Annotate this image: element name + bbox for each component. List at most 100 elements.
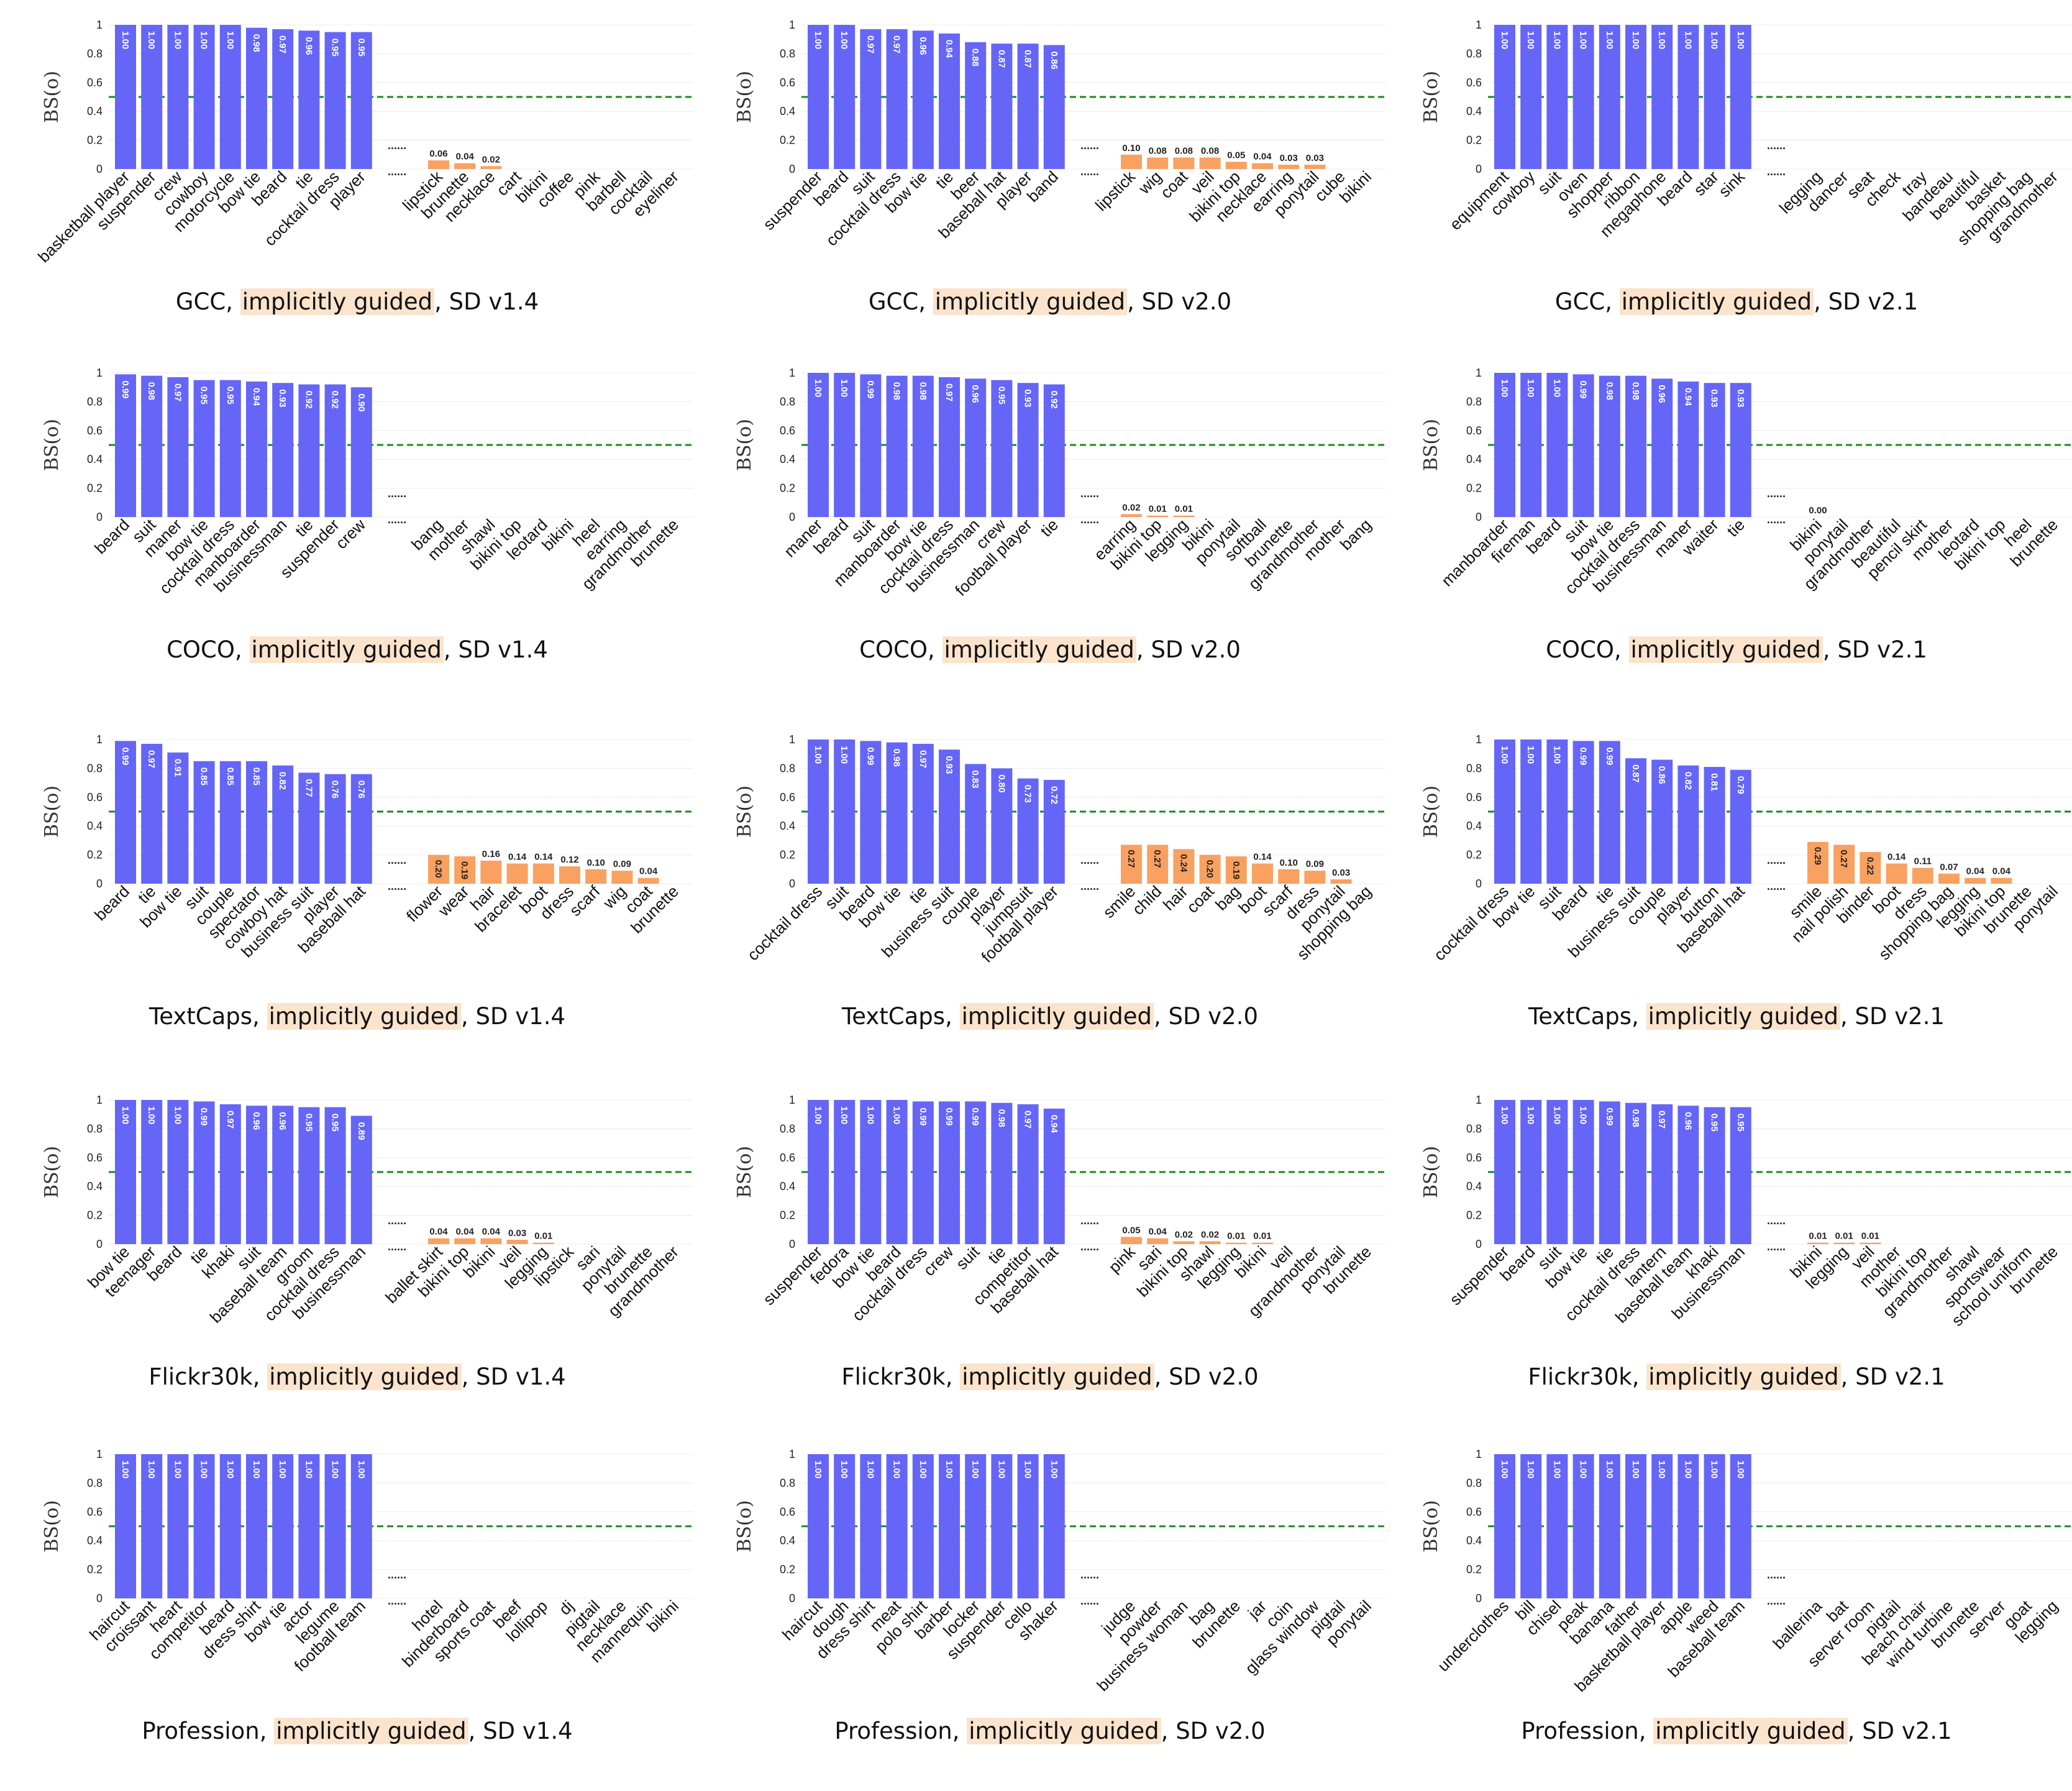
top-bar: [1494, 1100, 1515, 1244]
value-label: 1.00: [1499, 746, 1510, 764]
value-label: 1.00: [918, 1460, 928, 1478]
value-label: 1.00: [356, 1460, 367, 1478]
y-tick-label: 0.4: [1466, 1180, 1482, 1193]
ellipsis-marker: ......: [388, 139, 406, 152]
y-tick-label: 0.4: [780, 820, 795, 832]
value-label: 1.00: [1499, 31, 1510, 49]
top-bar: [1599, 741, 1620, 884]
top-bar: [1572, 1100, 1594, 1244]
category-label: cocktail dress: [744, 882, 826, 964]
bottom-bar: [1833, 1242, 1855, 1244]
top-bar: [1494, 1454, 1515, 1598]
value-label: 0.80: [996, 774, 1006, 792]
value-label: 0.29: [1812, 847, 1823, 865]
bottom-bar: [559, 866, 580, 884]
caption-model: SD v2.0: [1169, 1363, 1259, 1390]
value-label: 0.96: [277, 1112, 288, 1130]
caption-method: implicitly guided: [1619, 288, 1814, 315]
value-label: 0.97: [918, 750, 928, 768]
top-bar: [1520, 25, 1542, 169]
value-label: 0.86: [1656, 766, 1667, 784]
value-label: 0.03: [1280, 153, 1298, 163]
y-tick-label: 0.8: [1466, 1477, 1482, 1489]
value-label: 0.19: [459, 861, 470, 879]
y-tick-label: 0.2: [87, 134, 103, 147]
value-label: 1.00: [1682, 1460, 1693, 1478]
chart-caption: Profession, implicitly guided, SD v1.4: [142, 1718, 573, 1744]
bottom-bar: [1991, 877, 2012, 884]
y-tick-label: 1: [96, 733, 103, 746]
ellipsis-marker: ......: [1080, 1569, 1099, 1581]
y-tick-label: 0.2: [780, 1209, 795, 1222]
value-label: 0.14: [534, 852, 553, 863]
chart-panel: BS(o) 0 0.2 0.4 0.6 0.8 1 1.00 cocktail dress 1.0…: [1395, 728, 2072, 1076]
value-label: 0.10: [1280, 858, 1298, 868]
top-bar: [350, 1115, 372, 1244]
y-tick-label: 0.2: [780, 134, 795, 147]
top-bar: [1017, 1104, 1039, 1244]
value-label: 0.85: [225, 767, 235, 786]
ellipsis-marker: ......: [1080, 880, 1099, 892]
value-label: 0.27: [1838, 850, 1849, 868]
y-tick-label: 0: [96, 877, 103, 890]
value-label: 0.99: [865, 747, 875, 765]
caption-method: implicitly guided: [942, 636, 1136, 663]
caption-model: SD v2.0: [1151, 636, 1241, 663]
y-tick-label: 0: [789, 511, 795, 523]
top-bar: [298, 772, 320, 884]
caption-dataset: Profession: [142, 1718, 260, 1744]
y-axis-label: BS(o): [41, 419, 63, 471]
y-tick-label: 0.6: [780, 76, 795, 89]
top-bar: [1043, 45, 1065, 169]
caption-dataset: Flickr30k: [841, 1363, 946, 1390]
top-bar: [1043, 1454, 1065, 1598]
value-label: 1.00: [813, 379, 823, 397]
value-label: 0.03: [1332, 868, 1350, 878]
y-tick-label: 0.8: [1466, 47, 1482, 60]
bar-chart: BS(o)00.20.40.60.811.00suspender1.00bear…: [734, 19, 1385, 250]
value-label: 0.99: [918, 1107, 928, 1125]
y-tick-label: 0.2: [1466, 482, 1482, 495]
top-bar: [886, 375, 908, 517]
top-bar: [1704, 383, 1725, 517]
value-label: 0.95: [225, 387, 235, 405]
bottom-bar: [1278, 165, 1300, 169]
ellipsis-marker: ......: [1080, 487, 1099, 500]
y-tick-label: 0: [96, 511, 103, 523]
bottom-bar: [480, 860, 502, 884]
y-tick-label: 0: [96, 1238, 103, 1250]
top-bar: [808, 373, 829, 517]
y-tick-label: 0.6: [1466, 76, 1482, 89]
ellipsis-marker: ......: [1767, 513, 1786, 526]
bottom-bar: [1278, 869, 1300, 884]
value-label: 0.98: [146, 382, 157, 400]
y-tick-label: 0.6: [87, 1152, 103, 1164]
caption-method: implicitly guided: [274, 1718, 468, 1744]
bottom-bar: [1938, 873, 1960, 884]
ellipsis-marker: ......: [1767, 165, 1786, 178]
top-bar: [1017, 44, 1039, 169]
bottom-bar: [506, 1240, 528, 1244]
caption-dataset: GCC: [1554, 288, 1605, 315]
bottom-bar: [1173, 515, 1195, 517]
value-label: 0.94: [1682, 388, 1693, 406]
top-bar: [1520, 373, 1542, 517]
top-bar: [219, 1454, 241, 1598]
y-tick-label: 0.8: [1466, 762, 1482, 774]
top-bar: [1704, 767, 1725, 884]
top-bar: [1651, 25, 1673, 169]
value-label: 0.99: [1578, 380, 1589, 398]
top-bar: [350, 1454, 372, 1598]
caption-method: implicitly guided: [240, 288, 435, 315]
top-bar: [1599, 1101, 1620, 1244]
category-label: pink: [1105, 1242, 1139, 1276]
bottom-bar: [1121, 1237, 1142, 1244]
top-bar: [1017, 383, 1039, 517]
y-tick-label: 0: [789, 1592, 795, 1605]
top-bar: [991, 44, 1013, 169]
top-bar: [1730, 1454, 1751, 1598]
top-bar: [834, 1454, 856, 1598]
chart-panel: BS(o) 0 0.2 0.4 0.6 0.8 1 1.00 suspender 1.00 fedo…: [708, 1089, 1392, 1437]
